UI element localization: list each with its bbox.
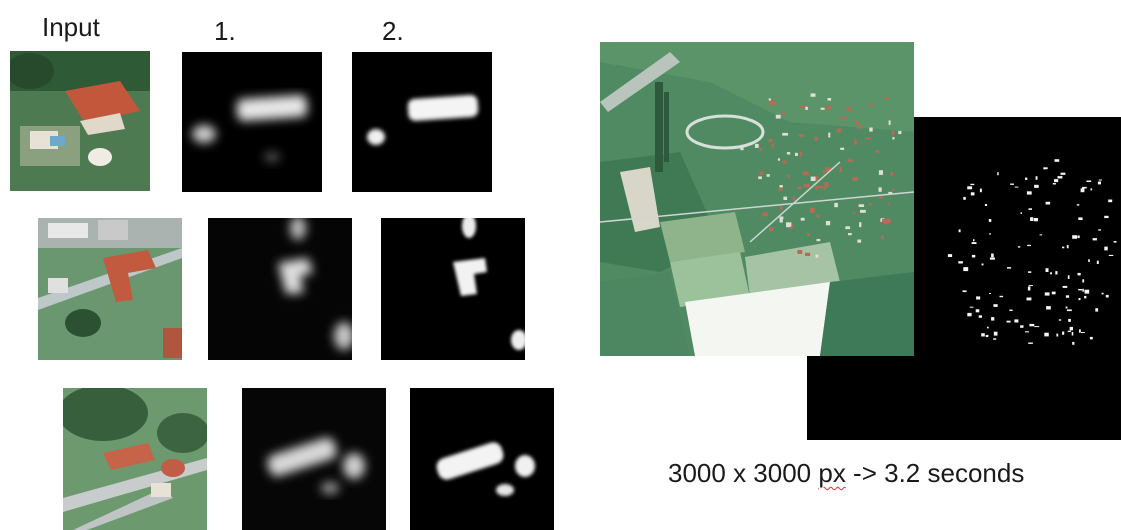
label-input: Input [42, 14, 100, 40]
label-step-2: 2. [382, 18, 404, 44]
blurry-mask-2 [208, 218, 352, 360]
input-aerial-3 [63, 388, 207, 530]
caption-time: -> 3.2 seconds [846, 458, 1025, 488]
refined-mask-1 [352, 52, 492, 192]
caption-dimensions: 3000 x 3000 [668, 458, 818, 488]
refined-mask-3 [410, 388, 554, 530]
refined-mask-2 [381, 218, 525, 360]
large-satellite-image [600, 42, 914, 356]
blurry-mask-1 [182, 52, 322, 192]
input-aerial-2 [38, 218, 182, 360]
timing-caption: 3000 x 3000 px -> 3.2 seconds [668, 460, 1024, 486]
input-aerial-1 [10, 51, 150, 191]
caption-px: px [818, 458, 845, 488]
blurry-mask-3 [242, 388, 386, 530]
label-step-1: 1. [214, 18, 236, 44]
